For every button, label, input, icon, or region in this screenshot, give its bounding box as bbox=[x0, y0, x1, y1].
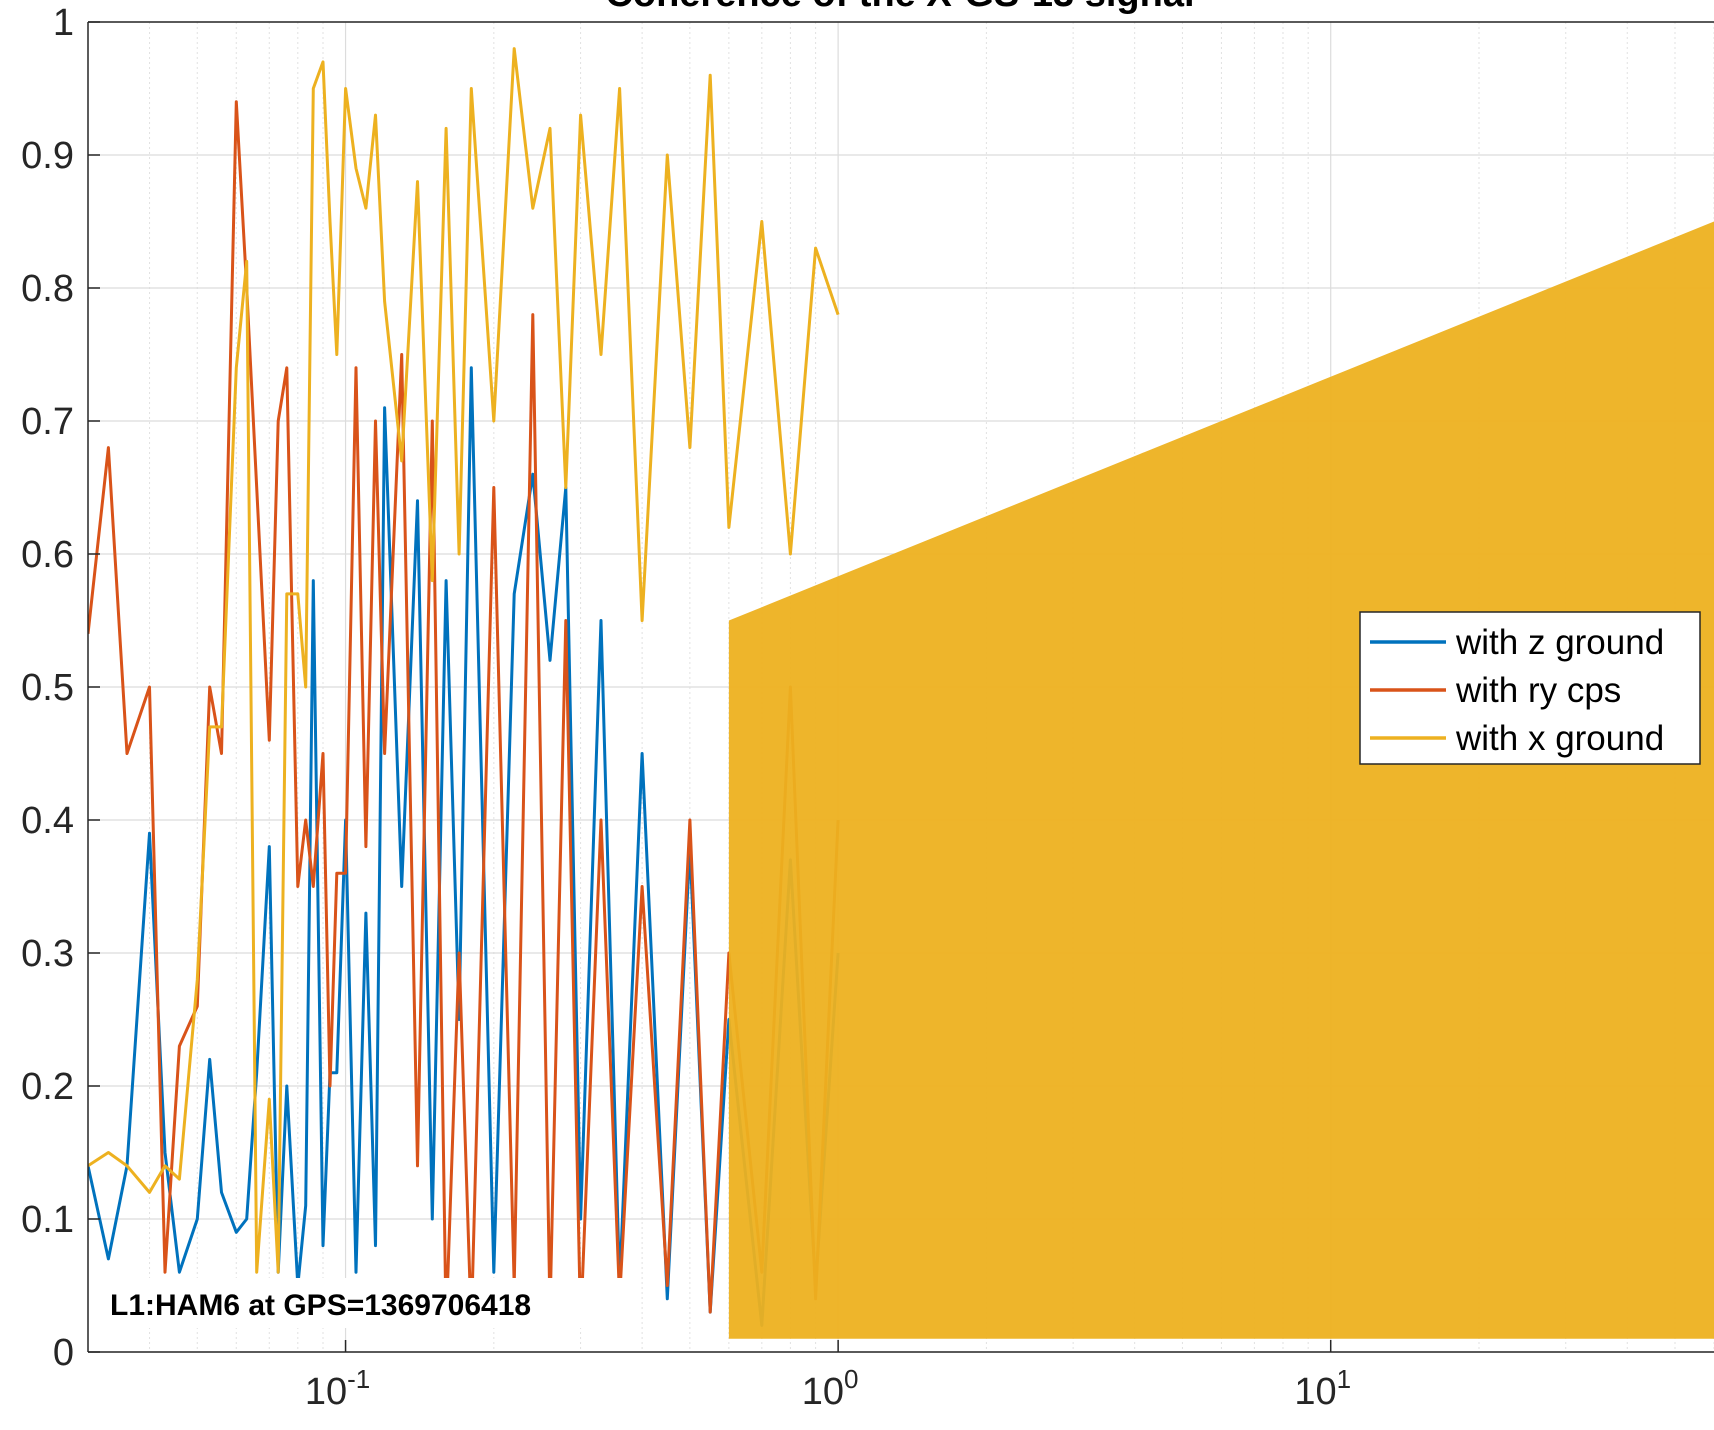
x-tick-label: 10-1 bbox=[305, 1364, 370, 1413]
series-group bbox=[88, 47, 1714, 1339]
chart-title: Coherence of the X-GS-13 signal bbox=[605, 0, 1194, 15]
y-tick-label: 0.6 bbox=[21, 534, 74, 576]
y-tick-label: 0.7 bbox=[21, 401, 74, 443]
legend-label-3: with x ground bbox=[1455, 719, 1664, 758]
y-tick-label: 0.8 bbox=[21, 268, 74, 310]
x-tick-label: 100 bbox=[802, 1364, 859, 1413]
annotation-text: L1:HAM6 at GPS=1369706418 bbox=[110, 1289, 531, 1322]
series-line-1 bbox=[88, 366, 840, 1327]
y-tick-label: 0.1 bbox=[21, 1199, 74, 1241]
y-tick-label: 1 bbox=[53, 2, 74, 44]
y-tick-label: 0.9 bbox=[21, 135, 74, 177]
y-tick-label: 0.5 bbox=[21, 667, 74, 709]
legend-label-2: with ry cps bbox=[1455, 671, 1621, 710]
legend: with z ground with ry cps with x ground bbox=[1359, 611, 1701, 765]
y-tick-label: 0.3 bbox=[21, 933, 74, 975]
legend-label-1: with z ground bbox=[1455, 623, 1664, 662]
y-tick-label: 0.4 bbox=[21, 800, 74, 842]
dense-band-x-ground bbox=[728, 221, 1714, 1339]
y-tick-label: 0.2 bbox=[21, 1066, 74, 1108]
x-tick-label: 101 bbox=[1294, 1364, 1351, 1413]
y-tick-label: 0 bbox=[53, 1332, 74, 1374]
series-line-2 bbox=[88, 100, 840, 1327]
annotation-box: L1:HAM6 at GPS=1369706418 bbox=[96, 1278, 638, 1328]
series-line-3 bbox=[88, 47, 840, 1274]
